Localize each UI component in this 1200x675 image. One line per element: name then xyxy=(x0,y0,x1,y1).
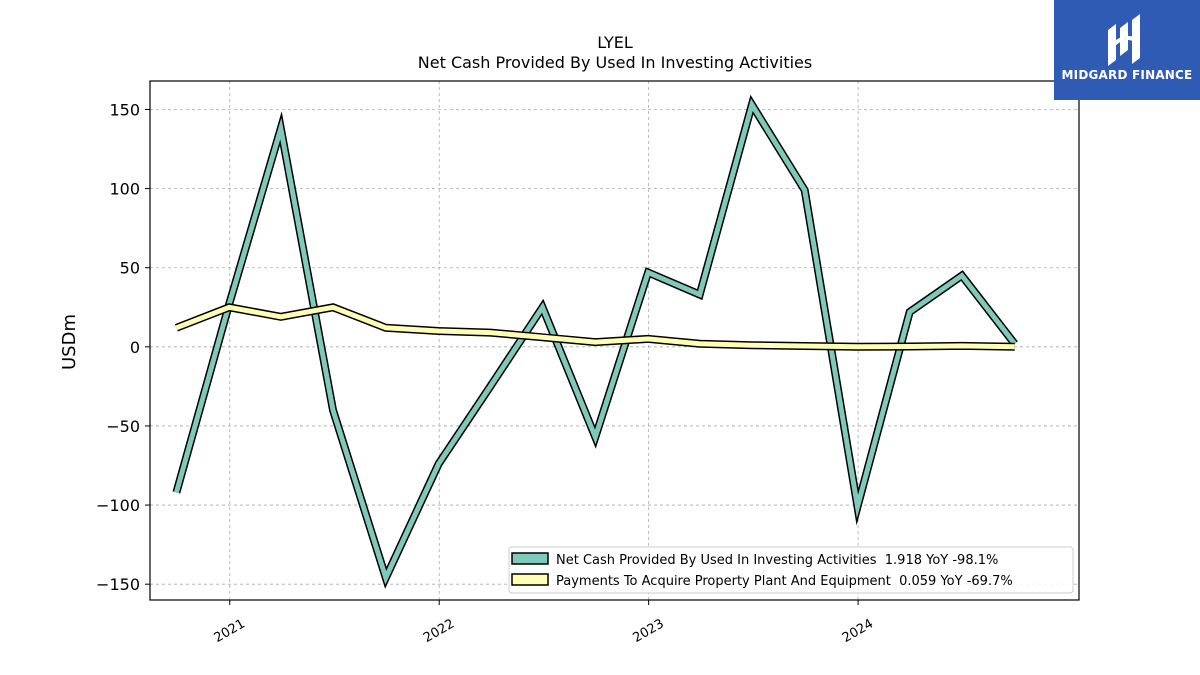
midgard-logo-icon xyxy=(1108,14,1140,66)
y-axis-label: USDm xyxy=(59,314,80,370)
x-tick-label: 2022 xyxy=(421,616,457,646)
series-lines xyxy=(172,94,1018,589)
logo: MIDGARD FINANCE xyxy=(1054,0,1200,100)
series-line-1 xyxy=(175,304,1015,350)
y-axis: 150 100 50 0 −50 −100 −150 xyxy=(96,100,150,594)
y-tick-label: 0 xyxy=(130,338,140,357)
x-tick-label: 2021 xyxy=(212,616,248,646)
plot-frame xyxy=(149,80,1080,601)
series-line-0 xyxy=(173,98,1017,585)
legend-box xyxy=(508,546,1074,594)
x-tick-label: 2023 xyxy=(630,616,666,646)
legend: Net Cash Provided By Used In Investing A… xyxy=(508,546,1074,594)
legend-label-net-cash: Net Cash Provided By Used In Investing A… xyxy=(556,553,998,568)
legend-label-capex: Payments To Acquire Property Plant And E… xyxy=(556,574,1013,589)
y-tick-label: −150 xyxy=(96,575,140,594)
y-tick-label: 100 xyxy=(109,180,140,199)
chart-subtitle: Net Cash Provided By Used In Investing A… xyxy=(418,53,812,72)
legend-swatch-net-cash xyxy=(511,552,549,565)
legend-swatch-capex xyxy=(511,573,549,586)
y-tick-label: 50 xyxy=(120,259,140,278)
x-tick-label: 2024 xyxy=(840,616,876,646)
y-tick-label: −100 xyxy=(96,496,140,515)
y-tick-label: −50 xyxy=(106,417,140,436)
logo-text: MIDGARD FINANCE xyxy=(1061,68,1193,82)
x-axis: 2021 2022 2023 2024 xyxy=(212,600,876,646)
chart-title: LYEL xyxy=(597,33,633,52)
y-tick-label: 150 xyxy=(109,100,140,119)
